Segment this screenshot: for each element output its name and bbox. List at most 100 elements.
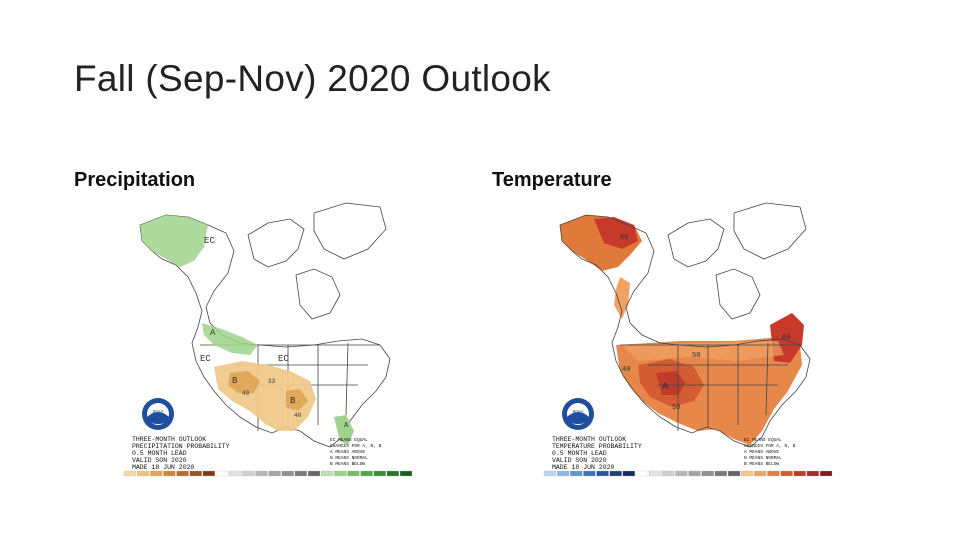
map-title-line: VALID SON 2020 (552, 457, 607, 464)
region-label: 33 (268, 378, 276, 385)
slide-title: Fall (Sep-Nov) 2020 Outlook (74, 58, 551, 99)
region-label: EC (200, 354, 211, 364)
scale-swatch (688, 470, 701, 477)
map-title-line: 0.5 MONTH LEAD (552, 450, 607, 457)
scale-swatch (123, 470, 137, 477)
temperature-label: Temperature (492, 169, 612, 191)
scale-swatch (150, 470, 163, 477)
scale-swatch (767, 470, 780, 477)
legend-line: CHANCES FOR A, N, B (744, 443, 796, 449)
scale-swatch (136, 470, 150, 477)
scale-swatch (360, 470, 373, 477)
map-title-line: PRECIPITATION PROBABILITY (132, 443, 230, 450)
scale-swatch (609, 470, 622, 477)
scale-swatch (819, 470, 833, 477)
noaa-logo: NOAA (562, 398, 594, 430)
south-below-core (228, 371, 260, 393)
map-title-line: MADE 18 JUN 2020 (552, 464, 615, 471)
scale-swatch (268, 470, 281, 477)
florida-above-area (334, 415, 354, 445)
scale-swatch (242, 470, 255, 477)
landmass-outline (559, 202, 811, 448)
region-label: EC (204, 236, 215, 246)
southwest-above-peak (656, 371, 686, 395)
scale-swatch (281, 470, 294, 477)
map-legend-block: EC MEANS EQUAL CHANCES FOR A, N, B A MEA… (744, 437, 796, 467)
scale-swatch (635, 470, 649, 477)
legend-line: A MEANS ABOVE (744, 449, 779, 455)
scale-swatch (229, 470, 242, 477)
scale-swatch (662, 470, 675, 477)
scale-swatch (701, 470, 714, 477)
probability-color-scale (123, 470, 413, 477)
legend-line: A MEANS ABOVE (330, 449, 365, 455)
scale-swatch (373, 470, 386, 477)
scale-swatch (754, 470, 767, 477)
northern-tier-above-area (622, 341, 784, 361)
scale-swatch (793, 470, 806, 477)
noaa-logo: NOAA (142, 398, 174, 430)
legend-line: EC MEANS EQUAL (744, 437, 782, 443)
region-label: A (344, 422, 349, 430)
scale-swatch (321, 470, 334, 477)
legend-line: CHANCES FOR A, N, B (330, 443, 382, 449)
scale-swatch (675, 470, 688, 477)
map-title-line: VALID SON 2020 (132, 457, 187, 464)
legend-line: B MEANS BELOW (744, 461, 779, 467)
region-labels: 60 50 40 A 50 60 (620, 234, 790, 412)
noaa-logo-text: NOAA (153, 409, 164, 415)
scale-swatch (176, 470, 189, 477)
texas-below-core (286, 389, 308, 411)
scale-swatch (714, 470, 727, 477)
map-title-line: 0.5 MONTH LEAD (132, 450, 187, 457)
precipitation-label: Precipitation (74, 169, 196, 191)
map-title-block: THREE-MONTH OUTLOOK TEMPERATURE PROBABIL… (552, 436, 642, 471)
scale-swatch (307, 470, 321, 477)
region-label: A (662, 382, 668, 393)
scale-swatch (556, 470, 570, 477)
map-title-line: MADE 18 JUN 2020 (132, 464, 195, 471)
region-label: 50 (672, 404, 680, 412)
scale-swatch (622, 470, 635, 477)
scale-swatch (543, 470, 557, 477)
region-label: 60 (782, 334, 790, 342)
legend-line: EC MEANS EQUAL (330, 437, 368, 443)
legend-line: N MEANS NORMAL (744, 455, 782, 461)
scale-swatch (215, 470, 229, 477)
scale-swatch (347, 470, 360, 477)
region-label: 40 (242, 390, 250, 397)
scale-swatch (386, 470, 400, 477)
scale-swatch (294, 470, 307, 477)
region-label: 50 (692, 352, 700, 360)
legend-line: B MEANS BELOW (330, 461, 365, 467)
scale-swatch (806, 470, 820, 477)
legend-line: N MEANS NORMAL (330, 455, 368, 461)
noaa-logo-text: NOAA (573, 409, 584, 415)
scale-swatch (583, 470, 596, 477)
scale-swatch (334, 470, 347, 477)
scale-swatch (255, 470, 268, 477)
scale-swatch (202, 470, 215, 477)
region-label: B (232, 376, 238, 386)
northwest-above-area (202, 323, 258, 355)
probability-color-scale (543, 470, 833, 477)
scale-swatch (780, 470, 793, 477)
scale-swatch (741, 470, 754, 477)
scale-swatch (727, 470, 741, 477)
map-legend-block: EC MEANS EQUAL CHANCES FOR A, N, B A MEA… (330, 437, 382, 467)
region-labels: EC A EC EC B B 40 33 40 A (200, 236, 349, 430)
region-label: B (290, 396, 296, 406)
scale-swatch (189, 470, 202, 477)
map-title-line: THREE-MONTH OUTLOOK (552, 436, 626, 443)
region-label: 60 (620, 234, 628, 242)
precipitation-outlook-map: EC A EC EC B B 40 33 40 A NOAA THREE-MON… (118, 195, 418, 485)
scale-swatch (649, 470, 662, 477)
region-label: 40 (622, 366, 630, 374)
landmass-outline (139, 202, 391, 448)
region-label: 40 (294, 412, 302, 419)
region-label: A (210, 328, 216, 338)
scale-swatch (399, 470, 413, 477)
map-title-line: TEMPERATURE PROBABILITY (552, 443, 642, 450)
temperature-outlook-map: 60 50 40 A 50 60 NOAA THREE-MONTH OUTLOO… (538, 195, 838, 485)
alaska-above-area (140, 215, 208, 267)
